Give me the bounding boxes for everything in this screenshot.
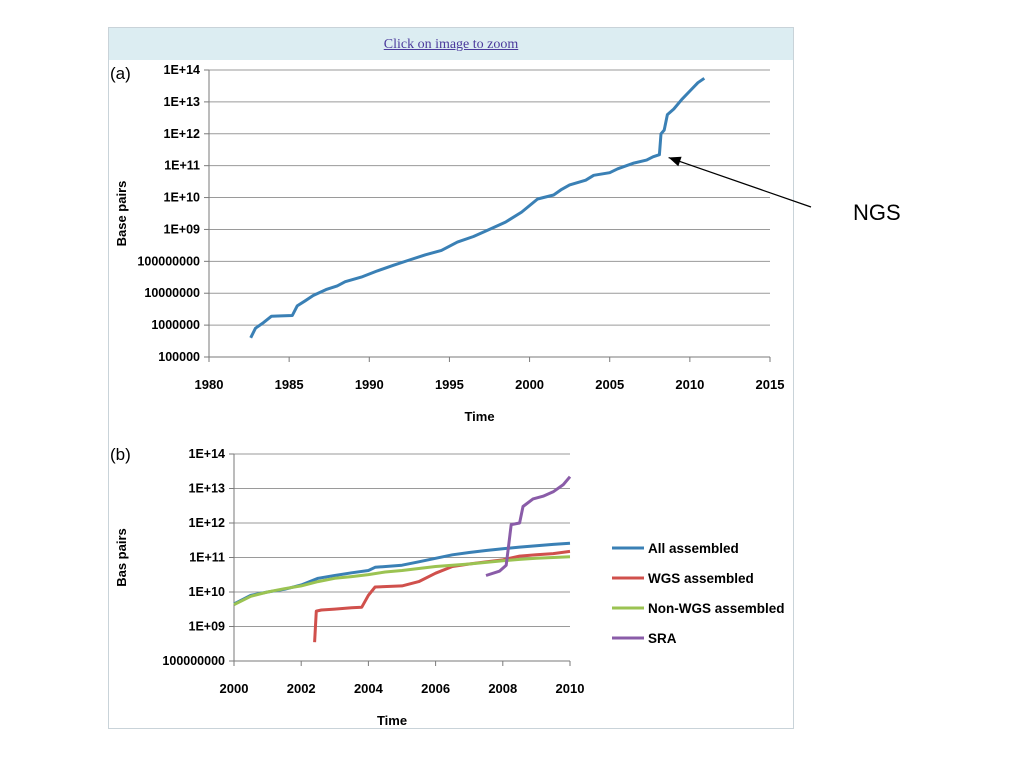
y-tick-label: 1E+12 bbox=[164, 127, 201, 141]
zoom-link[interactable]: Click on image to zoom bbox=[383, 37, 519, 52]
chart-panel-b: (b) 100000000 1E+09 1E+10 1E+11 1E+12 1E+13 1E+… bbox=[110, 445, 785, 728]
chart-panel-a: (a) 100000 1000000 10000000 100000000 1E+09 1E… bbox=[110, 63, 812, 424]
x-tick-label: 2004 bbox=[354, 681, 384, 696]
x-tick-label: 2008 bbox=[488, 681, 517, 696]
y-tick-label: 1E+09 bbox=[189, 620, 226, 634]
y-tick-label: 10000000 bbox=[144, 286, 200, 300]
y-tick-label: 1E+13 bbox=[189, 482, 226, 496]
x-tick-label: 2000 bbox=[515, 377, 544, 392]
y-tick-label: 1000000 bbox=[151, 318, 200, 332]
zoom-banner: Click on image to zoom bbox=[109, 28, 793, 60]
series-line-non-wgs-assembled bbox=[233, 555, 571, 606]
legend-label: WGS assembled bbox=[648, 571, 754, 586]
y-tick-label: 100000000 bbox=[137, 254, 200, 268]
y-tick-label: 1E+11 bbox=[189, 551, 225, 565]
y-tick-label: 1E+11 bbox=[164, 159, 200, 173]
legend-label: Non-WGS assembled bbox=[648, 601, 785, 616]
y-tick-label: 100000 bbox=[158, 350, 200, 364]
y-axis-title: Base pairs bbox=[114, 181, 129, 247]
x-tick-label: 2000 bbox=[220, 681, 249, 696]
y-tick-label: 1E+14 bbox=[189, 447, 226, 461]
figure-frame: Click on image to zoom bbox=[108, 27, 794, 729]
x-tick-label: 2010 bbox=[675, 377, 704, 392]
y-tick-label: 1E+10 bbox=[189, 585, 226, 599]
panel-label: (a) bbox=[110, 64, 131, 83]
y-tick-label: 1E+12 bbox=[189, 516, 226, 530]
x-tick-label: 2005 bbox=[595, 377, 624, 392]
series-line-sra bbox=[485, 475, 572, 577]
x-tick-label: 1995 bbox=[435, 377, 464, 392]
x-tick-label: 1985 bbox=[275, 377, 304, 392]
x-tick-label: 1980 bbox=[195, 377, 224, 392]
y-tick-label: 1E+09 bbox=[164, 222, 201, 236]
x-tick-label: 2010 bbox=[556, 681, 585, 696]
y-tick-label: 100000000 bbox=[162, 654, 225, 668]
y-tick-label: 1E+13 bbox=[164, 95, 201, 109]
ngs-arrow-head bbox=[668, 156, 682, 167]
series-line-wgs-assembled bbox=[313, 549, 571, 643]
x-tick-label: 1990 bbox=[355, 377, 384, 392]
legend-label: All assembled bbox=[648, 541, 739, 556]
x-tick-label: 2002 bbox=[287, 681, 316, 696]
ngs-arrow-line bbox=[668, 156, 812, 208]
y-axis-title: Bas pairs bbox=[114, 528, 129, 587]
ngs-annotation-label: NGS bbox=[853, 200, 901, 225]
series-line-all-assembled bbox=[233, 541, 571, 606]
x-axis-title: Time bbox=[464, 409, 494, 424]
x-tick-label: 2006 bbox=[421, 681, 450, 696]
panel-label: (b) bbox=[110, 445, 131, 464]
legend-label: SRA bbox=[648, 631, 677, 646]
y-tick-label: 1E+10 bbox=[164, 191, 201, 205]
y-tick-label: 1E+14 bbox=[164, 63, 201, 77]
x-axis-title: Time bbox=[377, 713, 407, 728]
series-line-0 bbox=[249, 77, 706, 339]
x-tick-label: 2015 bbox=[756, 377, 785, 392]
